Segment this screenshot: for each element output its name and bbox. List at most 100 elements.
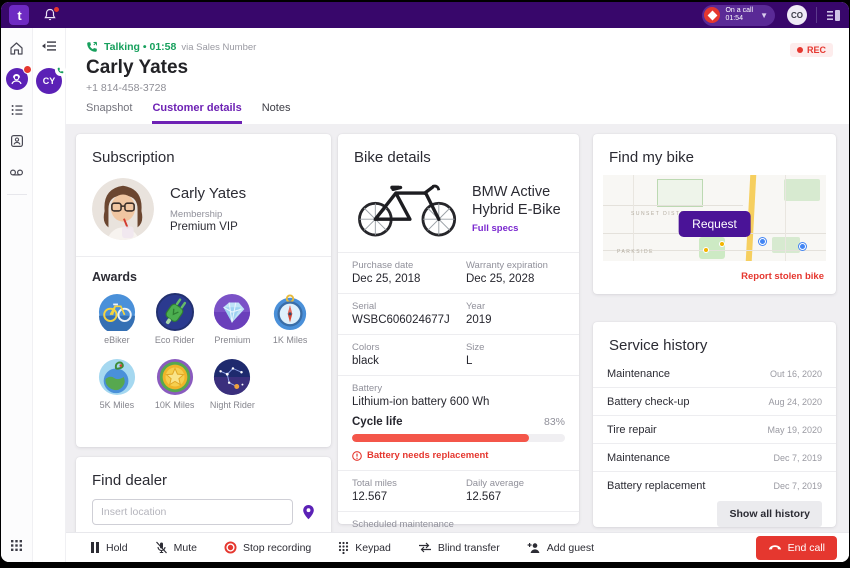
report-stolen-bike-link[interactable]: Report stolen bike [741, 271, 824, 282]
talkdesk-logo[interactable]: t [9, 5, 29, 25]
queue-icon[interactable] [6, 99, 28, 121]
active-call-badge-icon [55, 65, 66, 76]
home-icon[interactable] [6, 37, 28, 59]
contacts-icon[interactable] [6, 130, 28, 152]
on-call-label: On a call [725, 7, 754, 14]
field-value: 12.567 [352, 491, 388, 503]
page-title-contact-name: Carly Yates [86, 57, 189, 78]
star-medal-badge-icon [156, 358, 193, 396]
notification-bell-icon[interactable] [43, 6, 60, 22]
award-ebiker: eBiker [88, 293, 146, 345]
cycle-life-progress-fill [352, 434, 529, 442]
field-value: Dec 25, 2018 [352, 273, 421, 285]
user-avatar[interactable]: CO [787, 5, 807, 25]
map-street [785, 175, 786, 261]
active-contact-avatar[interactable]: CY [36, 65, 66, 94]
field-label: Year [465, 301, 486, 312]
service-history-row: Maintenance Out 16, 2020 [593, 360, 836, 388]
service-history-row: Battery check-up Aug 24, 2020 [593, 388, 836, 416]
subscription-title: Subscription [92, 149, 175, 166]
map-label-parkside: PARKSIDE [617, 249, 654, 255]
find-dealer-card: Find dealer [76, 457, 331, 532]
talking-phone-icon [86, 41, 98, 53]
blind-transfer-button[interactable]: Blind transfer [418, 542, 500, 554]
service-history-card: Service history Maintenance Out 16, 2020… [593, 322, 836, 527]
field-value: WSBC606024677J [352, 314, 450, 326]
tab-customer-details[interactable]: Customer details [152, 102, 242, 124]
customer-photo [92, 178, 154, 240]
collapse-panel-icon[interactable] [41, 40, 57, 52]
find-my-bike-title: Find my bike [609, 149, 695, 166]
field-label: Scheduled maintenance [352, 519, 454, 530]
field-label: Size [465, 342, 485, 353]
service-history-row: Tire repair May 19, 2020 [593, 416, 836, 444]
request-location-button[interactable]: Request [678, 211, 751, 237]
dealer-location-input[interactable] [92, 499, 293, 525]
map-green-area [699, 237, 725, 259]
awards-title: Awards [92, 270, 137, 284]
battery-label: Battery [352, 383, 383, 394]
tab-notes[interactable]: Notes [261, 102, 291, 114]
chevron-down-icon: ▼ [760, 10, 768, 20]
field-label: Colors [352, 342, 380, 353]
hold-pause-icon [90, 542, 100, 553]
contact-phone-number: +1 814-458-3728 [86, 82, 167, 94]
service-history-row: Battery replacement Dec 7, 2019 [607, 479, 822, 492]
hold-button[interactable]: Hold [90, 542, 128, 554]
contact-header: Talking • 01:58 via Sales Number Carly Y… [66, 28, 849, 124]
map-pin-blue [799, 243, 806, 250]
main-area: Talking • 01:58 via Sales Number Carly Y… [66, 28, 849, 562]
rail-divider [6, 194, 27, 195]
battery-section: Battery Lithium-ion battery 600 Wh Cycle… [338, 375, 579, 470]
awards-grid: eBiker Eco Rider Premium 1K Miles [76, 293, 331, 410]
stop-recording-icon [224, 541, 237, 554]
field-label: Warranty expiration [465, 260, 548, 271]
eco-plug-badge-icon [155, 293, 194, 331]
customer-details-content: Subscription Carly Yates Membership Prem… [66, 124, 849, 532]
bike-details-card: Bike details BMW Active Hybrid E-Bike Fu… [338, 134, 579, 530]
mute-button[interactable]: Mute [155, 541, 197, 554]
on-call-timer: 01:54 [725, 15, 743, 22]
blind-transfer-icon [418, 542, 432, 553]
map-pin-yellow [719, 241, 725, 247]
service-history-list: Maintenance Out 16, 2020 Battery check-u… [593, 360, 836, 499]
map-street [603, 205, 743, 206]
map-park-area [657, 179, 703, 207]
bike-details-title: Bike details [354, 149, 431, 166]
apps-grid-icon[interactable] [10, 539, 23, 552]
award-1k-miles: 1K Miles [261, 293, 319, 345]
app-panel-icon[interactable] [826, 9, 841, 22]
award-5k-miles: 5K Miles [88, 358, 146, 410]
voicemail-icon[interactable] [6, 161, 28, 183]
stop-recording-button[interactable]: Stop recording [224, 541, 311, 554]
call-status-pill[interactable]: On a call 01:54 ▼ [702, 4, 775, 26]
detail-tabs: Snapshot Customer details Notes [86, 102, 290, 124]
left-icon-rail [1, 28, 33, 562]
full-specs-link[interactable]: Full specs [472, 222, 519, 234]
field-value: 12.567 [465, 491, 502, 503]
map-label-district: SUNSET DISTRICT [631, 211, 699, 217]
location-pin-icon[interactable] [302, 504, 315, 520]
show-all-history-button[interactable]: Show all history [717, 501, 822, 527]
service-history-row: Maintenance Dec 7, 2019 [593, 444, 836, 472]
cycle-life-progressbar [352, 434, 565, 442]
bike-location-map[interactable]: SUNSET DISTRICT PARKSIDE Request [603, 175, 826, 261]
earth-badge-icon [98, 358, 135, 396]
find-dealer-title: Find dealer [92, 472, 168, 489]
notification-badge [53, 6, 60, 13]
service-history-title: Service history [609, 337, 708, 354]
field-label: Total miles [352, 478, 397, 489]
tab-snapshot[interactable]: Snapshot [86, 102, 133, 114]
keypad-button[interactable]: Keypad [338, 541, 391, 554]
agent-icon[interactable] [5, 65, 32, 90]
add-guest-button[interactable]: Add guest [527, 542, 594, 554]
field-label: Daily average [465, 478, 525, 489]
constellation-badge-icon [214, 358, 251, 396]
top-bar: t On a call 01:54 ▼ CO [1, 2, 849, 28]
end-call-button[interactable]: End call [755, 535, 837, 560]
field-value: Dec 25, 2028 [465, 273, 535, 285]
award-10k-miles: 10K Miles [146, 358, 204, 410]
conversation-rail: CY [33, 28, 66, 562]
call-status-text: Talking • 01:58 [104, 41, 177, 53]
